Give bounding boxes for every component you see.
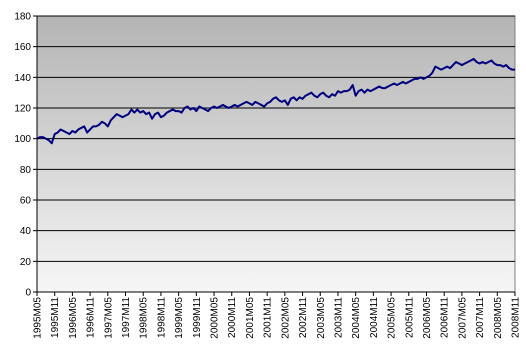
y-tick-label: 180	[14, 12, 31, 23]
y-tick-label: 20	[20, 257, 32, 268]
x-tick-label: 2004M11	[369, 297, 380, 338]
x-tick-label: 2002M11	[298, 297, 309, 338]
x-tick-label: 2005M05	[387, 297, 398, 339]
x-tick-label: 2007M05	[457, 297, 468, 339]
x-tick-label: 1995M05	[33, 297, 44, 339]
x-tick-label: 1997M11	[121, 297, 132, 338]
y-tick-label: 40	[20, 226, 32, 237]
x-tick-label: 2008M05	[493, 297, 504, 339]
x-tick-label: 2003M11	[333, 297, 344, 338]
x-tick-label: 2007M11	[475, 297, 486, 338]
x-tick-label: 2004M05	[351, 297, 362, 339]
x-tick-label: 2006M05	[422, 297, 433, 339]
x-tick-label: 2001M05	[245, 297, 256, 339]
y-tick-label: 160	[14, 42, 31, 53]
x-tick-label: 2000M11	[227, 297, 238, 338]
y-tick-label: 100	[14, 134, 31, 145]
x-tick-label: 1995M11	[50, 297, 61, 338]
x-tick-label: 1996M11	[86, 297, 97, 338]
x-tick-label: 2003M05	[316, 297, 327, 339]
x-tick-label: 1999M05	[174, 297, 185, 339]
y-tick-label: 120	[14, 104, 31, 115]
x-tick-label: 1998M11	[156, 297, 167, 338]
y-tick-label: 140	[14, 73, 31, 84]
plot-area	[36, 15, 516, 293]
x-tick-label: 1998M05	[139, 297, 150, 339]
x-tick-label: 1999M11	[192, 297, 203, 338]
x-tick-label: 2001M11	[263, 297, 274, 338]
y-tick-label: 80	[20, 165, 32, 176]
x-tick-label: 2002M05	[280, 297, 291, 339]
x-tick-label: 2000M05	[210, 297, 221, 339]
data-line	[36, 57, 515, 145]
x-tick-label: 2005M11	[404, 297, 415, 338]
x-tick-label: 2006M11	[440, 297, 451, 338]
y-tick-label: 60	[20, 196, 32, 207]
y-tick-label: 0	[25, 288, 31, 299]
x-tick-label: 1997M05	[103, 297, 114, 339]
x-tick-label: 2008M11	[511, 297, 522, 338]
x-tick-label: 1996M05	[68, 297, 79, 339]
